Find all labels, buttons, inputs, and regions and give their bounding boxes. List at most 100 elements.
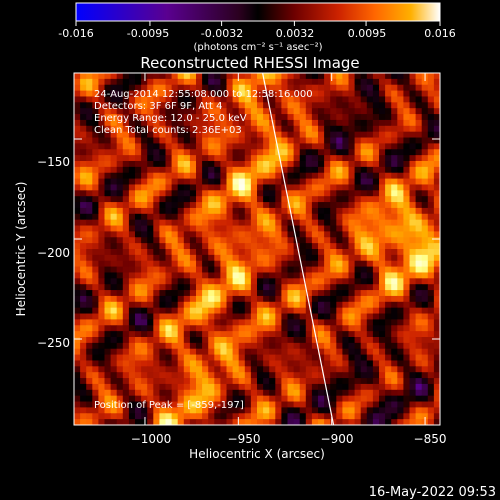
heatmap-cell: [128, 131, 136, 138]
heatmap-cell: [104, 260, 111, 267]
heatmap-cell: [391, 166, 398, 174]
heatmap-cell: [397, 366, 404, 373]
heatmap-cell: [183, 401, 191, 408]
heatmap-cell: [391, 119, 398, 127]
heatmap-cell: [177, 295, 185, 303]
heatmap-cell: [379, 90, 386, 97]
heatmap-cell: [257, 166, 264, 174]
heatmap-cell: [220, 372, 227, 379]
heatmap-cell: [232, 413, 240, 420]
heatmap-cell: [379, 383, 386, 391]
heatmap-cell: [348, 73, 355, 80]
heatmap-cell: [299, 178, 307, 185]
heatmap-cell: [403, 401, 410, 408]
heatmap-cell: [275, 196, 282, 203]
heatmap-cell: [250, 184, 258, 191]
heatmap-cell: [135, 360, 142, 367]
heatmap-cell: [385, 354, 392, 361]
heatmap-cell: [305, 231, 313, 238]
heatmap-cell: [311, 202, 319, 209]
heatmap-cell: [98, 84, 105, 91]
heatmap-cell: [385, 254, 392, 262]
heatmap-cell: [214, 383, 221, 391]
heatmap-cell: [244, 102, 252, 109]
heatmap-cell: [202, 395, 209, 402]
heatmap-cell: [287, 354, 294, 361]
heatmap-cell: [128, 354, 136, 361]
heatmap-cell: [397, 389, 404, 397]
heatmap-cell: [141, 219, 148, 226]
heatmap-cell: [427, 137, 435, 144]
heatmap-cell: [385, 90, 392, 97]
heatmap-cell: [159, 389, 166, 397]
heatmap-cell: [128, 290, 136, 297]
heatmap-cell: [372, 114, 380, 121]
heatmap-cell: [159, 131, 166, 138]
heatmap-cell: [379, 108, 386, 115]
heatmap-cell: [433, 78, 440, 86]
heatmap-cell: [153, 161, 160, 168]
heatmap-cell: [263, 202, 270, 209]
heatmap-cell: [202, 413, 209, 420]
heatmap-cell: [226, 96, 233, 103]
heatmap-cell: [141, 73, 148, 80]
heatmap-cell: [177, 108, 185, 115]
heatmap-cell: [238, 202, 246, 209]
heatmap-cell: [250, 225, 258, 232]
heatmap-cell: [141, 301, 148, 309]
heatmap-cell: [171, 114, 179, 121]
heatmap-cell: [220, 119, 227, 127]
heatmap-cell: [427, 190, 435, 197]
heatmap-cell: [397, 383, 404, 391]
heatmap-cell: [275, 225, 282, 232]
heatmap-cell: [135, 295, 142, 303]
heatmap-cell: [135, 190, 142, 197]
heatmap-cell: [232, 166, 240, 174]
heatmap-cell: [354, 254, 362, 262]
heatmap-cell: [263, 254, 270, 262]
heatmap-cell: [116, 413, 124, 420]
heatmap-cell: [92, 114, 99, 121]
heatmap-cell: [214, 166, 221, 174]
heatmap-cell: [311, 325, 319, 332]
heatmap-cell: [220, 172, 227, 179]
heatmap-cell: [385, 161, 392, 168]
heatmap-cell: [281, 313, 288, 320]
heatmap-cell: [324, 119, 331, 127]
heatmap-cell: [372, 102, 380, 109]
heatmap-cell: [177, 225, 185, 232]
heatmap-cell: [330, 190, 337, 197]
heatmap-cell: [342, 108, 349, 115]
heatmap-cell: [189, 114, 197, 121]
heatmap-cell: [366, 78, 374, 86]
heatmap-cell: [110, 260, 118, 267]
heatmap-cell: [269, 231, 276, 238]
heatmap-cell: [385, 272, 392, 279]
heatmap-cell: [196, 389, 203, 397]
heatmap-cell: [220, 360, 227, 367]
heatmap-cell: [281, 395, 288, 402]
heatmap-cell: [238, 360, 246, 367]
heatmap-cell: [379, 319, 386, 326]
heatmap-cell: [336, 166, 343, 174]
heatmap-cell: [366, 295, 374, 303]
heatmap-cell: [208, 196, 215, 203]
heatmap-cell: [324, 301, 331, 309]
heatmap-cell: [202, 419, 209, 425]
heatmap-cell: [165, 249, 172, 256]
heatmap-cell: [311, 213, 319, 221]
heatmap-cell: [379, 155, 386, 162]
heatmap-cell: [80, 354, 87, 361]
heatmap-cell: [171, 219, 179, 226]
heatmap-cell: [171, 413, 179, 420]
heatmap-cell: [153, 131, 160, 138]
heatmap-cell: [360, 372, 368, 379]
heatmap-cell: [379, 190, 386, 197]
heatmap-cell: [348, 119, 355, 127]
heatmap-cell: [220, 143, 227, 150]
heatmap-cell: [275, 366, 282, 373]
heatmap-cell: [269, 295, 276, 303]
heatmap-cell: [74, 225, 81, 232]
heatmap-cell: [305, 131, 313, 138]
heatmap-cell: [86, 254, 93, 262]
